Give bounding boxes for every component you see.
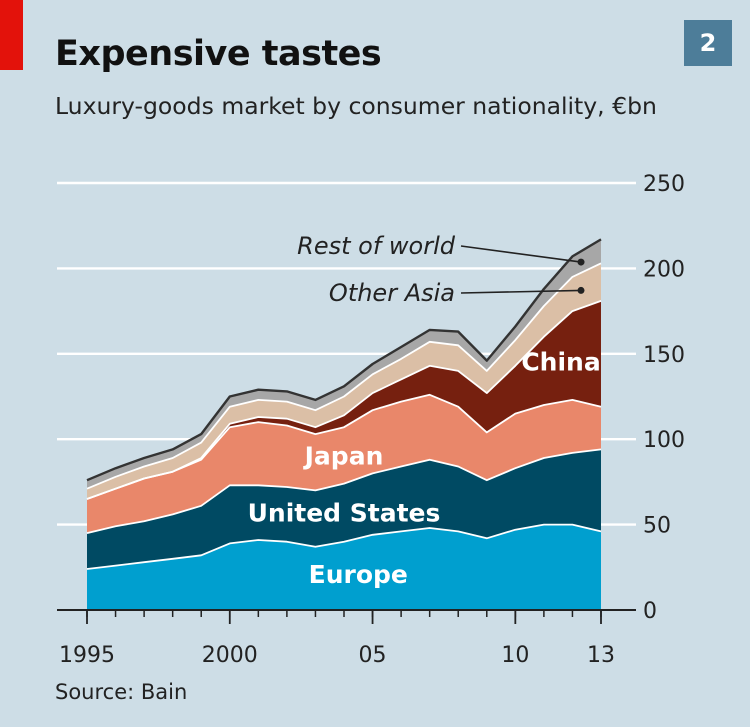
- series-label-china: China: [521, 348, 600, 377]
- y-tick-label-50: 50: [643, 514, 671, 539]
- series-label-united-states: United States: [248, 499, 441, 528]
- area-rest-of-world: [87, 239, 601, 489]
- callout-leader-other-asia: [460, 289, 582, 294]
- separator-3: [86, 300, 602, 500]
- y-tick-label-0: 0: [643, 599, 657, 624]
- area-europe: [87, 524, 601, 610]
- callout-label-rest-of-world: Rest of world: [297, 232, 456, 260]
- y-tick-label-250: 250: [643, 172, 685, 197]
- x-tick-label-2005: 05: [359, 643, 387, 668]
- axes: 0 50 100 150 200 250 1995 2000 05 10 13: [57, 172, 685, 668]
- brand-tab: [0, 0, 23, 70]
- callout-leader-rest-of-world: [460, 245, 582, 263]
- source-note: Source: Bain: [55, 680, 188, 704]
- callout-label-other-asia: Other Asia: [329, 279, 455, 307]
- callout-dot-other-asia: [577, 286, 585, 294]
- area-united-states: [87, 449, 601, 569]
- chart-number-badge: 2: [684, 20, 732, 66]
- y-tick-label-200: 200: [643, 257, 685, 282]
- callout-dot-rest-of-world: [577, 258, 585, 266]
- series-labels: Europe United States Japan China Rest of wor…: [248, 232, 601, 589]
- series-label-japan: Japan: [303, 441, 384, 470]
- x-tick-label-2010: 10: [501, 643, 529, 668]
- separator-4: [86, 262, 602, 490]
- x-tick-label-2013: 13: [587, 643, 615, 668]
- y-tick-label-150: 150: [643, 343, 685, 368]
- series-label-europe: Europe: [309, 560, 408, 589]
- area-japan: [87, 394, 601, 534]
- chart-title: Expensive tastes: [55, 34, 382, 74]
- total-outline: [86, 238, 602, 482]
- y-tick-label-100: 100: [643, 428, 685, 453]
- x-tick-label-1995: 1995: [59, 643, 115, 668]
- chart-subtitle: Luxury-goods market by consumer national…: [55, 92, 657, 120]
- area-china: [87, 300, 601, 499]
- area-series: [86, 238, 602, 610]
- separator-1: [86, 448, 602, 534]
- separator-0: [86, 523, 602, 570]
- x-tick-label-2000: 2000: [202, 643, 258, 668]
